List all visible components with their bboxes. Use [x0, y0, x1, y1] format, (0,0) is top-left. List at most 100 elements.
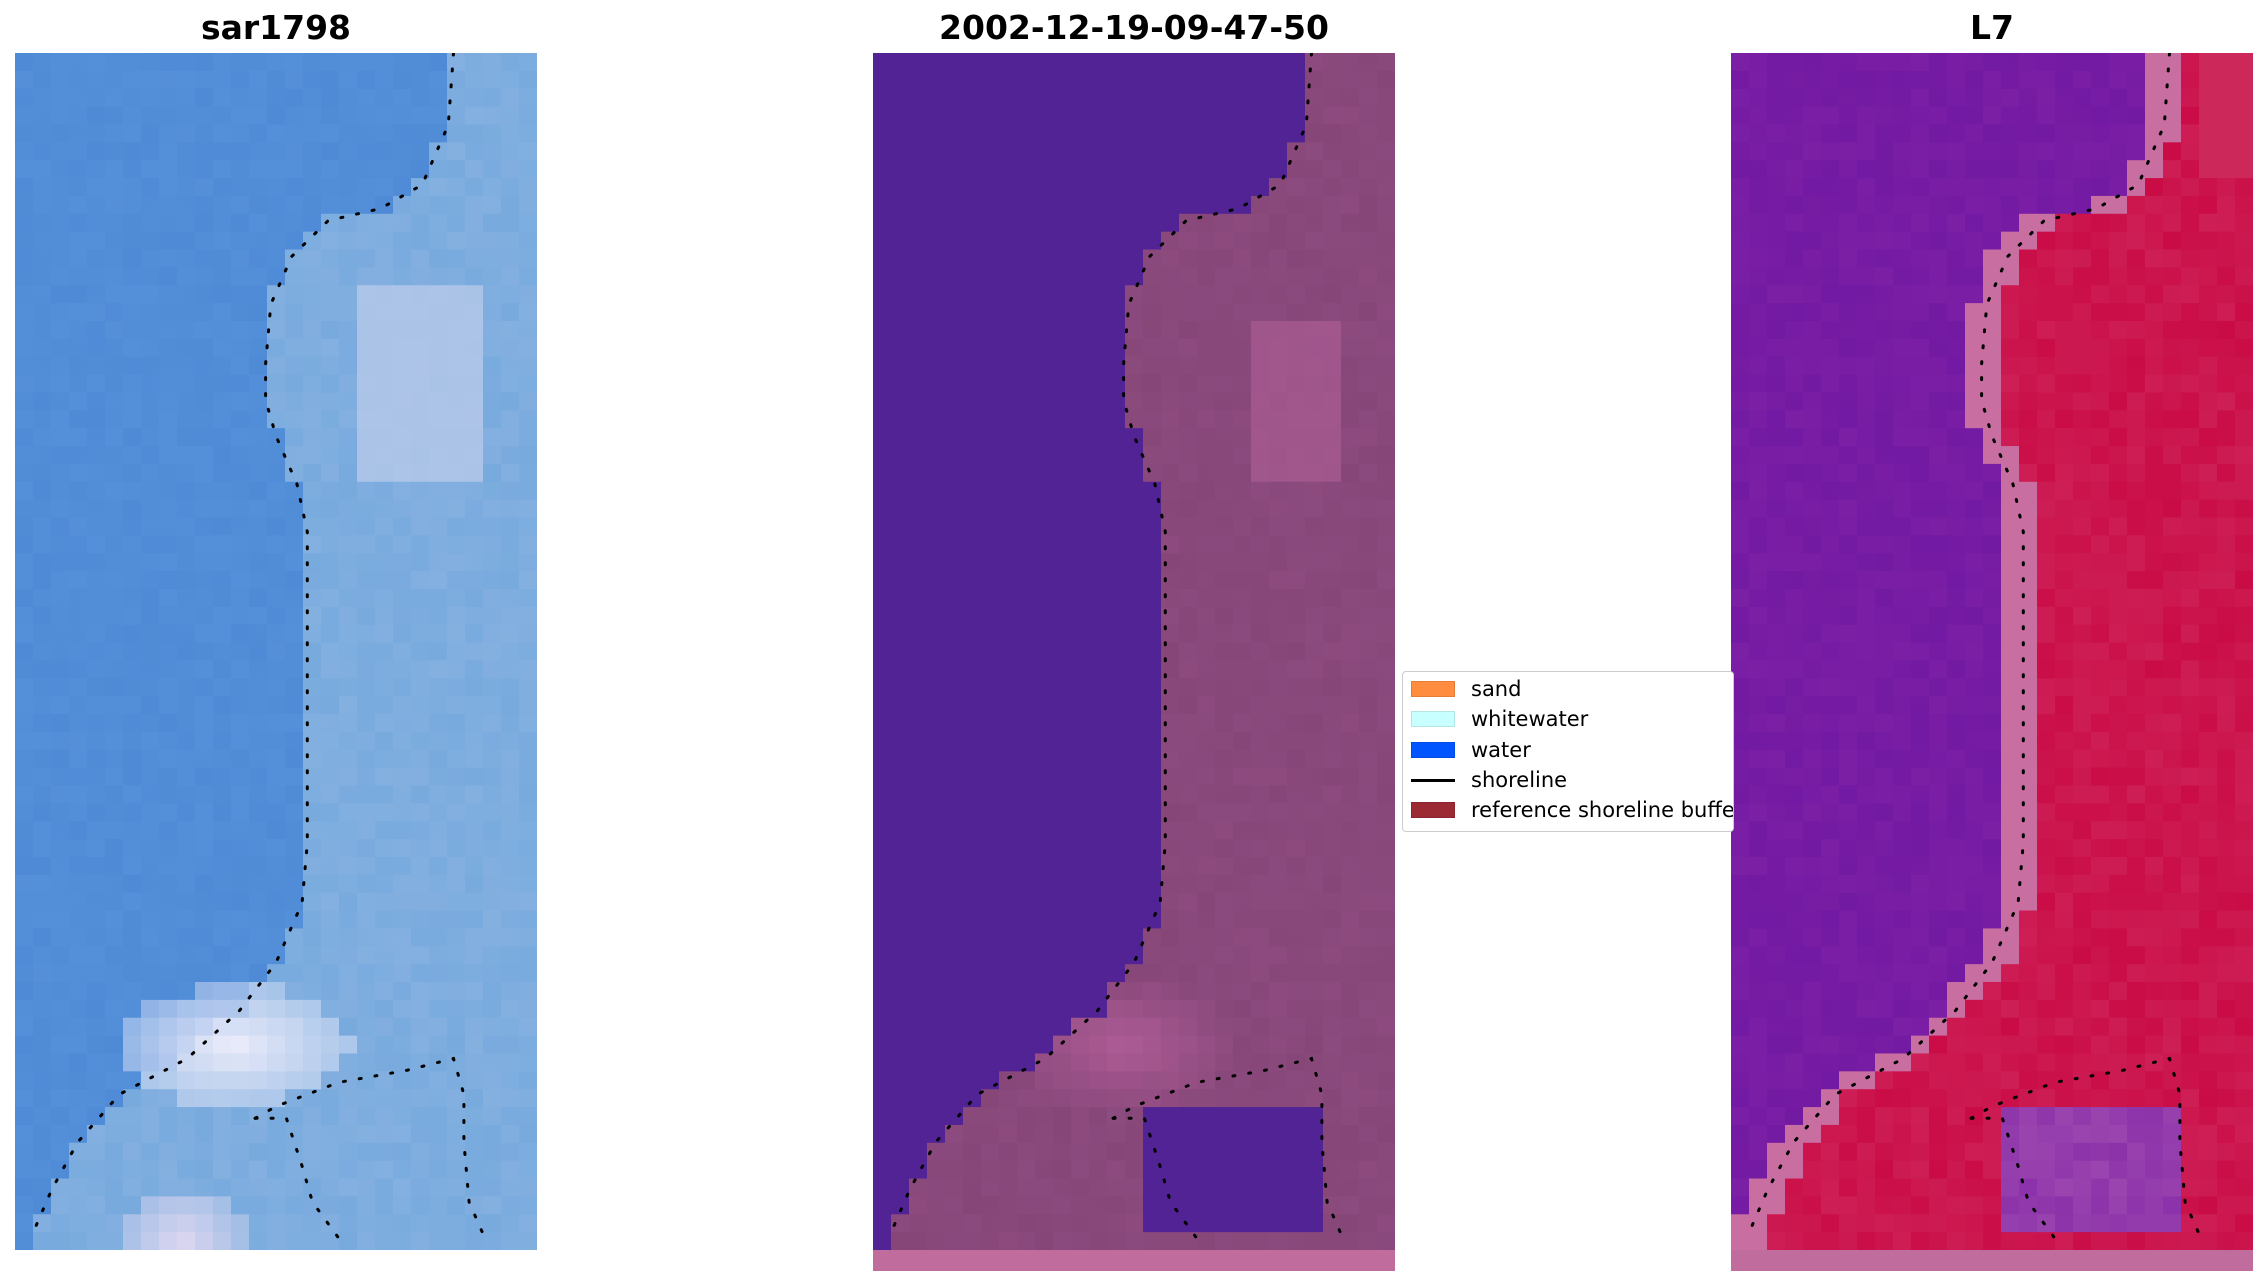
- class-pixel: [1359, 964, 1378, 983]
- class-pixel: [1341, 1160, 1360, 1180]
- rgb-pixel: [33, 874, 52, 894]
- rgb-pixel: [123, 70, 142, 90]
- index-pixel: [1875, 678, 1894, 697]
- class-pixel: [999, 1214, 1018, 1233]
- class-pixel: [1269, 428, 1288, 447]
- class-pixel: [1179, 767, 1198, 787]
- class-pixel: [909, 821, 928, 840]
- index-pixel: [2001, 410, 2020, 429]
- index-pixel: [2001, 356, 2020, 376]
- class-pixel: [1197, 267, 1216, 286]
- rgb-pixel: [15, 714, 34, 733]
- rgb-pixel: [123, 481, 142, 501]
- rgb-pixel: [321, 696, 340, 715]
- rgb-pixel: [339, 999, 358, 1019]
- index-pixel: [1767, 481, 1786, 501]
- rgb-pixel: [177, 178, 196, 197]
- rgb-pixel: [51, 910, 70, 930]
- rgb-pixel: [447, 231, 466, 251]
- class-pixel: [1215, 356, 1234, 376]
- class-pixel: [1341, 1196, 1360, 1215]
- index-pixel: [1785, 606, 1804, 626]
- class-pixel: [963, 821, 982, 840]
- rgb-pixel: [177, 660, 196, 679]
- index-pixel: [2001, 124, 2020, 143]
- rgb-pixel: [321, 1196, 340, 1215]
- rgb-pixel: [429, 1035, 448, 1055]
- class-pixel: [1251, 392, 1270, 411]
- class-pixel: [1359, 1035, 1378, 1055]
- rgb-pixel: [195, 964, 214, 983]
- rgb-pixel: [123, 1017, 142, 1037]
- class-pixel: [1071, 231, 1090, 251]
- class-pixel: [909, 1142, 928, 1162]
- rgb-pixel: [501, 481, 520, 501]
- index-pixel: [2001, 463, 2020, 483]
- rgb-pixel: [51, 517, 70, 536]
- rgb-pixel: [267, 535, 286, 554]
- index-pixel: [1839, 213, 1858, 233]
- rgb-pixel: [267, 356, 286, 376]
- rgb-pixel: [465, 231, 484, 251]
- rgb-pixel: [375, 588, 394, 608]
- class-pixel: [945, 463, 964, 483]
- index-pixel: [2109, 535, 2128, 554]
- class-pixel: [1251, 785, 1270, 804]
- index-pixel: [2001, 446, 2020, 465]
- rgb-pixel: [411, 142, 430, 161]
- class-pixel: [1017, 356, 1036, 376]
- class-pixel: [1143, 803, 1162, 822]
- class-pixel: [1359, 410, 1378, 429]
- index-pixel: [1947, 410, 1966, 429]
- rgb-pixel: [357, 714, 376, 733]
- rgb-pixel: [159, 70, 178, 90]
- index-pixel: [2235, 267, 2253, 286]
- rgb-pixel: [213, 731, 232, 751]
- class-pixel: [1377, 267, 1395, 286]
- index-pixel: [1767, 124, 1786, 143]
- class-pixel: [963, 1160, 982, 1180]
- rgb-pixel: [249, 320, 268, 340]
- class-pixel: [1215, 1178, 1234, 1198]
- class-pixel: [927, 124, 946, 143]
- rgb-pixel: [267, 946, 286, 965]
- index-pixel: [1839, 53, 1858, 72]
- index-pixel: [1893, 320, 1912, 340]
- index-pixel: [2145, 588, 2164, 608]
- rgb-pixel: [411, 1107, 430, 1126]
- class-pixel: [927, 285, 946, 304]
- rgb-pixel: [15, 88, 34, 108]
- class-pixel: [1377, 338, 1395, 358]
- rgb-pixel: [519, 231, 537, 251]
- rgb-pixel: [321, 231, 340, 251]
- index-pixel: [2127, 267, 2146, 286]
- class-pixel: [1269, 1107, 1288, 1126]
- class-pixel: [1287, 53, 1306, 72]
- class-pixel: [1017, 338, 1036, 358]
- index-pixel: [1929, 374, 1948, 394]
- rgb-pixel: [501, 1089, 520, 1108]
- class-pixel: [891, 1107, 910, 1126]
- index-pixel: [2073, 213, 2092, 233]
- rgb-pixel: [51, 803, 70, 822]
- class-pixel: [981, 588, 1000, 608]
- index-pixel: [1839, 178, 1858, 197]
- class-pixel: [873, 1071, 892, 1090]
- index-pixel: [1893, 70, 1912, 90]
- rgb-pixel: [69, 374, 88, 394]
- rgb-pixel: [393, 1160, 412, 1180]
- class-pixel: [1035, 267, 1054, 286]
- index-pixel: [2037, 178, 2056, 197]
- rgb-pixel: [195, 160, 214, 179]
- rgb-pixel: [123, 821, 142, 840]
- class-pixel: [1017, 410, 1036, 429]
- class-pixel: [1053, 964, 1072, 983]
- class-pixel: [1251, 142, 1270, 161]
- rgb-pixel: [429, 320, 448, 340]
- class-pixel: [909, 571, 928, 590]
- class-pixel: [1233, 249, 1252, 268]
- rgb-pixel: [123, 999, 142, 1019]
- rgb-pixel: [195, 320, 214, 340]
- rgb-pixel: [501, 803, 520, 822]
- rgb-pixel: [501, 767, 520, 787]
